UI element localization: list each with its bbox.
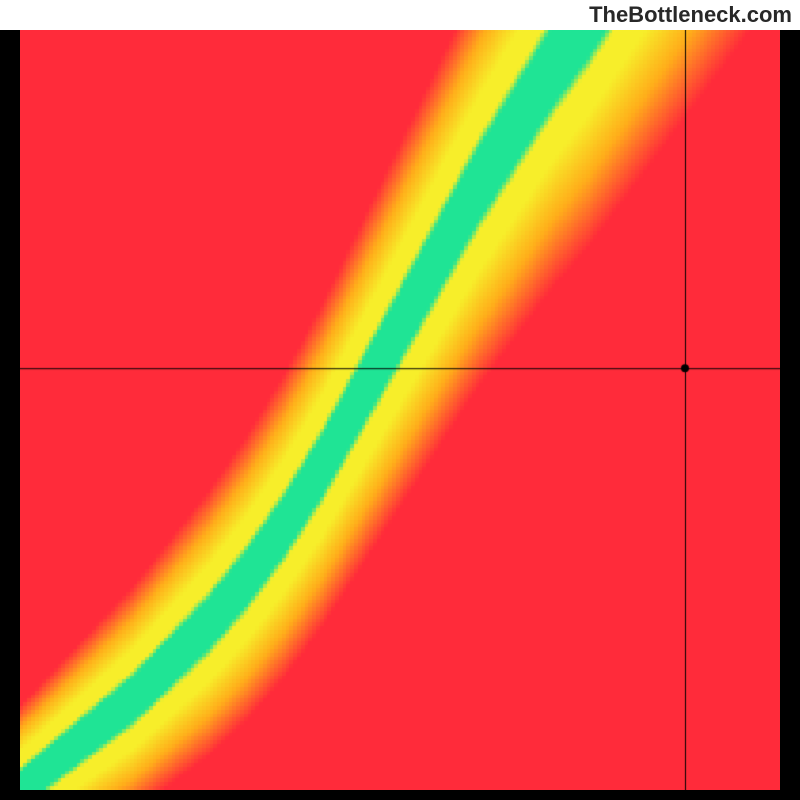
chart-container: TheBottleneck.com (0, 0, 800, 800)
attribution-text: TheBottleneck.com (589, 2, 800, 27)
attribution-bar: TheBottleneck.com (0, 0, 800, 30)
heatmap-frame (20, 30, 780, 790)
heatmap-canvas (20, 30, 780, 790)
